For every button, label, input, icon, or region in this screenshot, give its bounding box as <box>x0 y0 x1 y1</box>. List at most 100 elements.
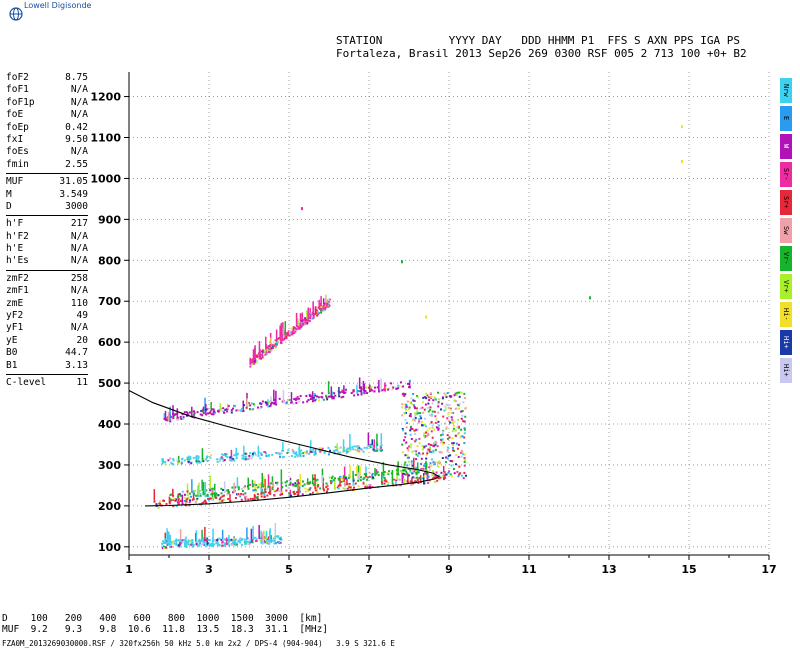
echo-point <box>292 491 295 494</box>
echo-point <box>289 481 292 484</box>
spread-f-point <box>416 396 419 399</box>
echo-point <box>269 400 272 403</box>
echo-point <box>166 540 169 543</box>
echo-streak <box>254 345 256 356</box>
echo-point <box>267 539 270 542</box>
echo-point <box>231 541 234 544</box>
echo-point <box>332 450 335 453</box>
spread-f-point <box>421 406 424 409</box>
spread-f-point <box>408 445 411 448</box>
spread-f-point <box>456 432 459 435</box>
echo-point <box>297 397 300 400</box>
echo-streak <box>219 403 222 409</box>
echo-point <box>252 489 255 492</box>
echo-point <box>297 454 300 457</box>
x-tick-label: 3 <box>205 563 213 576</box>
echo-point <box>391 482 394 485</box>
param-row: foEp 0.42 <box>6 122 88 134</box>
echo-point <box>189 492 192 495</box>
echo-point <box>172 494 175 497</box>
param-name: fxI <box>6 133 24 145</box>
spread-f-point <box>432 462 435 465</box>
legend-swatch: Sr- <box>780 162 792 187</box>
echo-point <box>157 506 160 509</box>
spread-f-point <box>457 455 460 458</box>
echo-point <box>211 497 214 500</box>
echo-point <box>180 462 183 465</box>
echo-point <box>360 476 363 479</box>
echo-streak <box>279 325 281 338</box>
echo-point <box>201 414 204 417</box>
echo-point <box>390 382 393 385</box>
echo-point <box>285 333 288 336</box>
echo-streak <box>334 478 336 488</box>
echo-point <box>290 327 293 330</box>
echo-streak <box>201 448 204 460</box>
echo-point <box>380 481 383 484</box>
echo-point <box>264 541 267 544</box>
echo-point <box>328 298 331 301</box>
echo-point <box>195 457 198 460</box>
echo-point <box>268 537 271 540</box>
echo-point <box>362 478 365 481</box>
spread-f-point <box>410 462 413 465</box>
echo-point <box>289 480 292 483</box>
echo-point <box>186 414 189 417</box>
echo-point <box>314 479 317 482</box>
echo-point <box>276 483 279 486</box>
echo-point <box>360 387 363 390</box>
echo-streak <box>186 483 189 495</box>
echo-point <box>316 314 319 317</box>
echo-point <box>251 497 254 500</box>
echo-point <box>162 460 165 463</box>
echo-point <box>186 456 189 459</box>
echo-point <box>202 412 205 415</box>
param-name: foEs <box>6 146 29 158</box>
spread-f-point <box>424 392 427 395</box>
spread-f-point <box>426 473 429 476</box>
spread-f-point <box>418 420 421 423</box>
echo-streak <box>355 466 358 475</box>
echo-streak <box>343 385 345 393</box>
echo-point <box>204 458 207 461</box>
echo-point <box>316 395 319 398</box>
spread-f-point <box>409 429 412 432</box>
spread-f-point <box>428 427 431 430</box>
spread-f-point <box>460 410 463 413</box>
echo-point <box>442 478 445 481</box>
echo-point <box>301 493 304 496</box>
echo-streak <box>290 392 293 402</box>
spread-f-point <box>429 446 432 449</box>
echo-point <box>284 481 287 484</box>
echo-point <box>352 478 355 481</box>
echo-point <box>337 478 340 481</box>
echo-point <box>369 483 372 486</box>
echo-streak <box>262 532 264 537</box>
echo-point <box>276 481 279 484</box>
echo-point <box>187 543 190 546</box>
echo-point <box>177 460 180 463</box>
echo-point <box>213 543 216 546</box>
echo-point <box>190 543 193 546</box>
echo-streak <box>391 470 394 483</box>
spread-f-point <box>433 410 436 413</box>
echo-point <box>344 487 347 490</box>
spread-f-point <box>427 448 430 451</box>
spread-f-point <box>418 442 421 445</box>
spread-f-point <box>427 402 430 405</box>
echo-point <box>164 463 167 466</box>
spread-f-point <box>424 403 427 406</box>
echo-point <box>234 544 237 547</box>
spread-f-point <box>429 408 432 411</box>
spread-f-point <box>457 443 460 446</box>
echo-streak <box>191 406 193 416</box>
spread-f-point <box>444 473 447 476</box>
param-value: 217 <box>70 218 88 230</box>
spread-f-point <box>425 453 428 456</box>
echo-streak <box>181 494 184 503</box>
echo-point <box>168 542 171 545</box>
echo-point <box>254 454 257 457</box>
spread-f-point <box>441 471 444 474</box>
spread-f-point <box>431 402 434 405</box>
spread-f-point <box>428 399 431 402</box>
